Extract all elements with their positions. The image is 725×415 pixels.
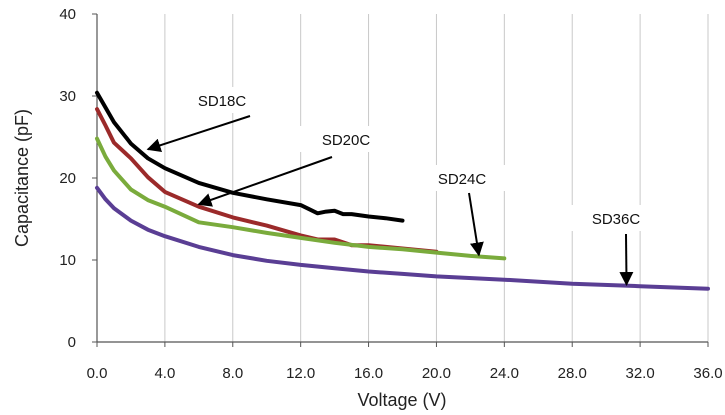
callout-label-sd36c: SD36C — [592, 211, 641, 228]
x-tick-label: 36.0 — [693, 365, 722, 382]
y-tick-label: 10 — [59, 252, 76, 269]
x-tick-label: 24.0 — [490, 365, 519, 382]
tick-labels: 0.0 4.0 8.0 12.0 16.0 20.0 24.0 28.0 32.0 36.0 0 10… — [59, 6, 722, 382]
x-tick-label: 4.0 — [154, 365, 175, 382]
x-tick-label: 12.0 — [286, 365, 315, 382]
callout-label-sd20c: SD20C — [322, 132, 371, 149]
callouts: SD18C SD20C SD24C SD36C — [146, 87, 668, 286]
callout-box — [170, 87, 274, 113]
series-line-sd24c — [95, 136, 507, 261]
callout-label-sd18c: SD18C — [198, 93, 247, 110]
series-line-sd36c — [95, 185, 710, 291]
callout-box — [564, 205, 668, 231]
series-lines — [95, 90, 710, 291]
x-axis-title: Voltage (V) — [357, 390, 446, 410]
callout-box — [410, 165, 514, 191]
series-line-sd18c — [95, 90, 405, 223]
y-tick-label: 20 — [59, 170, 76, 187]
callout-arrow — [197, 156, 333, 207]
x-tick-label: 16.0 — [354, 365, 383, 382]
x-tick-label: 28.0 — [558, 365, 587, 382]
callout-arrow — [146, 115, 251, 153]
y-axis-title: Capacitance (pF) — [12, 109, 32, 247]
x-tick-label: 20.0 — [422, 365, 451, 382]
callout-arrow — [468, 192, 484, 257]
callout-label-sd24c: SD24C — [438, 171, 487, 188]
callout-box — [294, 126, 398, 152]
x-tick-label: 8.0 — [222, 365, 243, 382]
y-tick-label: 40 — [59, 6, 76, 23]
y-tick-label: 0 — [68, 334, 76, 351]
y-tick-label: 30 — [59, 88, 76, 105]
axes — [92, 13, 709, 347]
callout-arrow — [619, 233, 634, 286]
x-tick-label: 32.0 — [626, 365, 655, 382]
x-tick-label: 0.0 — [87, 365, 108, 382]
